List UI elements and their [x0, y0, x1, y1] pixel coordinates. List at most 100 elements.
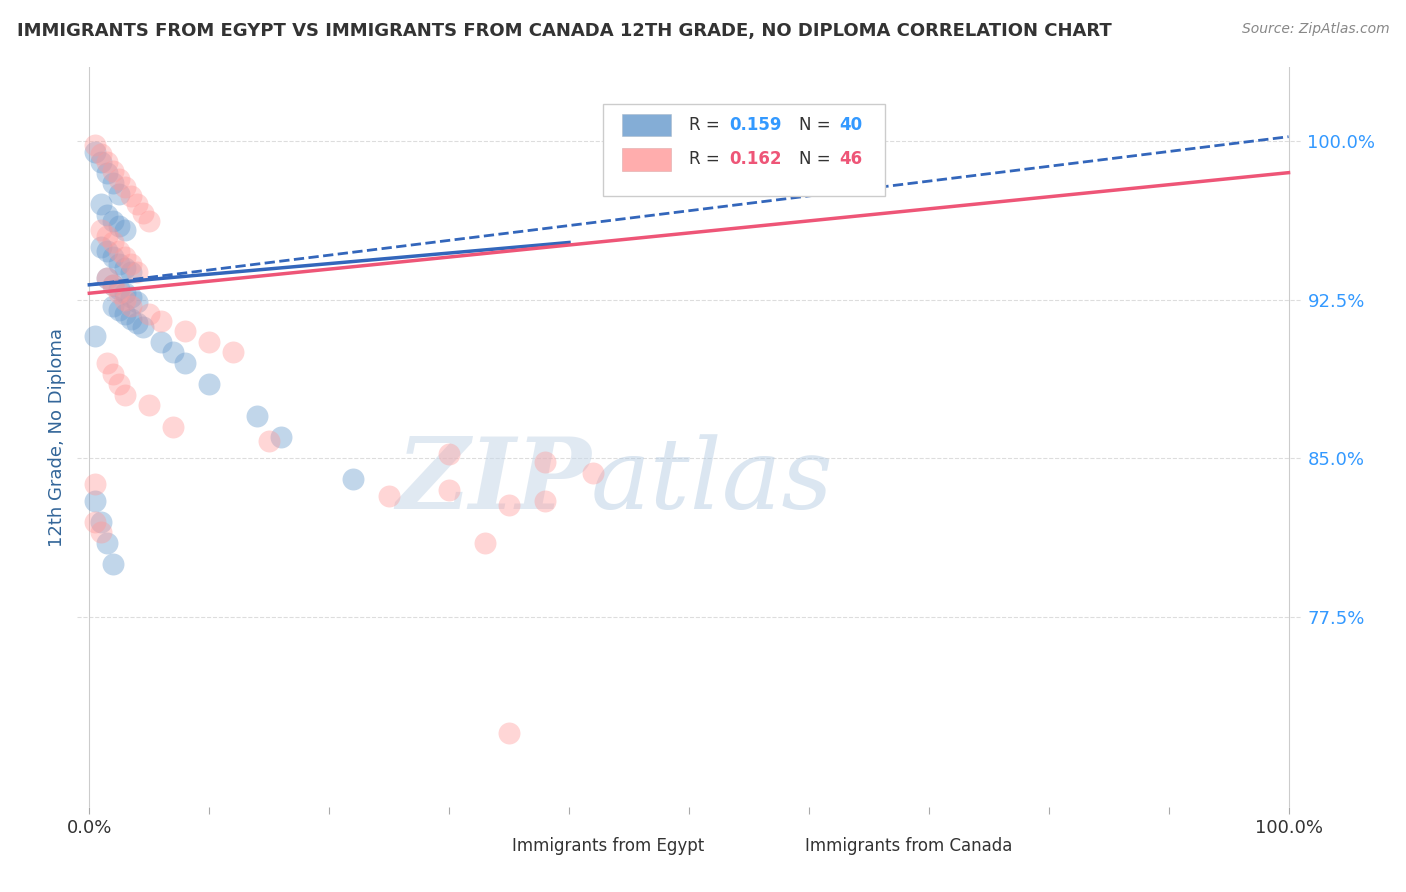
- Point: [90, 515, 112, 529]
- Point: [84, 145, 107, 159]
- Point: [498, 498, 520, 512]
- Point: [498, 726, 520, 740]
- Point: [90, 525, 112, 540]
- Point: [138, 398, 160, 412]
- Point: [127, 265, 149, 279]
- Point: [132, 206, 155, 220]
- Point: [246, 409, 269, 423]
- Point: [103, 557, 125, 571]
- Point: [103, 176, 125, 190]
- Point: [114, 250, 136, 264]
- Point: [108, 257, 131, 271]
- Point: [96, 271, 118, 285]
- FancyBboxPatch shape: [603, 104, 884, 196]
- Point: [108, 286, 131, 301]
- Point: [96, 155, 118, 169]
- Text: Immigrants from Canada: Immigrants from Canada: [806, 837, 1012, 855]
- Bar: [621, 113, 671, 136]
- Text: IMMIGRANTS FROM EGYPT VS IMMIGRANTS FROM CANADA 12TH GRADE, NO DIPLOMA CORRELATI: IMMIGRANTS FROM EGYPT VS IMMIGRANTS FROM…: [17, 22, 1112, 40]
- Point: [174, 356, 197, 370]
- Point: [114, 388, 136, 402]
- Text: ZIP: ZIP: [396, 434, 591, 530]
- Point: [342, 472, 364, 486]
- Text: 46: 46: [839, 151, 862, 169]
- Point: [84, 476, 107, 491]
- Point: [108, 172, 131, 186]
- Point: [103, 277, 125, 292]
- Bar: [621, 148, 671, 170]
- Point: [90, 240, 112, 254]
- Point: [474, 536, 496, 550]
- Point: [222, 345, 245, 359]
- Point: [108, 244, 131, 258]
- Point: [198, 334, 221, 349]
- Point: [96, 208, 118, 222]
- Point: [108, 377, 131, 392]
- Point: [162, 419, 184, 434]
- Point: [257, 434, 280, 449]
- Point: [108, 303, 131, 318]
- Point: [103, 299, 125, 313]
- Point: [96, 536, 118, 550]
- Point: [582, 466, 605, 480]
- Point: [84, 493, 107, 508]
- Point: [132, 320, 155, 334]
- Point: [114, 293, 136, 307]
- Bar: [762, 838, 797, 854]
- Point: [114, 286, 136, 301]
- Point: [534, 455, 557, 469]
- Point: [120, 311, 142, 326]
- Point: [162, 345, 184, 359]
- Point: [114, 223, 136, 237]
- Point: [90, 155, 112, 169]
- Text: N =: N =: [799, 151, 837, 169]
- Text: Source: ZipAtlas.com: Source: ZipAtlas.com: [1241, 22, 1389, 37]
- Point: [138, 214, 160, 228]
- Point: [174, 324, 197, 338]
- Point: [120, 189, 142, 203]
- Text: R =: R =: [689, 116, 725, 134]
- Text: atlas: atlas: [591, 434, 834, 529]
- Point: [108, 186, 131, 201]
- Text: 40: 40: [839, 116, 862, 134]
- Point: [96, 229, 118, 244]
- Point: [96, 244, 118, 258]
- Point: [120, 257, 142, 271]
- Point: [108, 282, 131, 296]
- Text: Immigrants from Egypt: Immigrants from Egypt: [512, 837, 704, 855]
- Point: [127, 294, 149, 309]
- Point: [127, 316, 149, 330]
- Point: [138, 307, 160, 321]
- Point: [150, 334, 173, 349]
- Point: [103, 163, 125, 178]
- Point: [120, 265, 142, 279]
- Bar: [468, 838, 503, 854]
- Point: [198, 377, 221, 392]
- Point: [378, 489, 401, 503]
- Text: R =: R =: [689, 151, 725, 169]
- Point: [120, 290, 142, 304]
- Point: [90, 146, 112, 161]
- Point: [84, 515, 107, 529]
- Point: [150, 314, 173, 328]
- Point: [84, 138, 107, 153]
- Point: [90, 197, 112, 211]
- Point: [103, 277, 125, 292]
- Point: [270, 430, 292, 444]
- Point: [96, 166, 118, 180]
- Point: [114, 260, 136, 275]
- Point: [108, 219, 131, 233]
- Point: [437, 447, 460, 461]
- Point: [90, 223, 112, 237]
- Point: [127, 197, 149, 211]
- Point: [96, 356, 118, 370]
- Point: [120, 299, 142, 313]
- Point: [96, 271, 118, 285]
- Point: [103, 214, 125, 228]
- Point: [103, 235, 125, 250]
- Text: 0.159: 0.159: [730, 116, 782, 134]
- Point: [103, 367, 125, 381]
- Text: 0.162: 0.162: [730, 151, 782, 169]
- Point: [103, 250, 125, 264]
- Point: [114, 180, 136, 194]
